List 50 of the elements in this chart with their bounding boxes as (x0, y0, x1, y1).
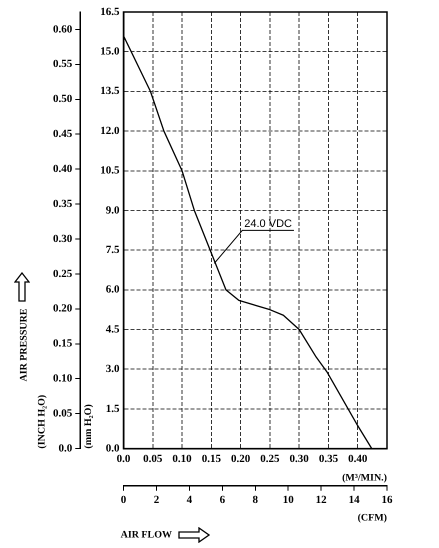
y2-tick-label: 0.40 (53, 163, 73, 176)
y2-tick-label: 0.50 (53, 93, 73, 106)
y2-tick-label: 0.15 (53, 338, 73, 350)
y2-tick-label: 0.05 (53, 408, 73, 420)
y-tick-label: 12.0 (100, 124, 120, 137)
y-tick-label: 9.0 (106, 204, 120, 216)
y-tick-label: 3.0 (106, 363, 120, 376)
y2-tick-label: 0.25 (53, 268, 73, 280)
x-tick-label: 0.25 (260, 453, 280, 466)
y-axis-title: (mm H₂O) (82, 404, 94, 449)
y2-tick-label: 0.35 (53, 198, 73, 210)
x-tick-label: 0.20 (230, 453, 251, 466)
x2-tick-label: 6 (220, 494, 226, 506)
y-tick-label: 7.5 (106, 244, 120, 256)
y-tick-label: 13.5 (100, 85, 120, 98)
x-tick-label: 0.05 (143, 453, 163, 466)
y2-tick-label: 0.60 (53, 23, 73, 36)
y2-tick-label: 0.55 (53, 58, 73, 70)
x2-tick-label: 2 (154, 494, 160, 506)
y-tick-label: 15.0 (100, 46, 120, 58)
x2-tick-label: 16 (382, 494, 393, 506)
x2-tick-label: 8 (252, 494, 258, 506)
x-tick-label: 0.10 (172, 453, 192, 466)
y2-tick-label: 0.30 (53, 232, 73, 245)
text: AIR PRESSURE (18, 308, 30, 382)
text: AIR FLOW (120, 530, 172, 541)
y-tick-label: 4.5 (106, 323, 120, 336)
y-tick-label: 10.5 (100, 164, 120, 177)
x2-tick-label: 4 (186, 494, 193, 506)
x2-axis-title: (CFM) (358, 512, 387, 524)
x2-tick-label: 0 (120, 494, 127, 506)
y2-tick-label: 0.45 (53, 128, 73, 140)
y-tick-label: 6.0 (106, 284, 120, 296)
x-tick-label: 0.30 (290, 453, 310, 466)
x2-tick-label: 12 (316, 494, 328, 506)
y2-tick-label: 0.0 (58, 442, 73, 454)
x-axis-title: (M³/MIN.) (342, 472, 387, 484)
x2-tick-label: 14 (348, 494, 360, 506)
x2-tick-label: 10 (282, 494, 294, 506)
y-tick-label: 1.5 (106, 402, 120, 415)
annotation: 24.0 VDC (244, 218, 292, 230)
y-tick-label: 0.0 (106, 442, 120, 454)
x-tick-label: 0.0 (116, 453, 131, 466)
y-tick-label: 16.5 (100, 6, 120, 18)
y2-tick-label: 0.10 (53, 372, 73, 385)
x-tick-label: 0.35 (318, 453, 339, 466)
y2-tick-label: 0.20 (53, 302, 73, 315)
x-tick-label: 0.15 (202, 453, 222, 466)
y2-axis-title: (INCH H₂O) (36, 394, 48, 449)
x-tick-label: 0.40 (348, 453, 368, 466)
